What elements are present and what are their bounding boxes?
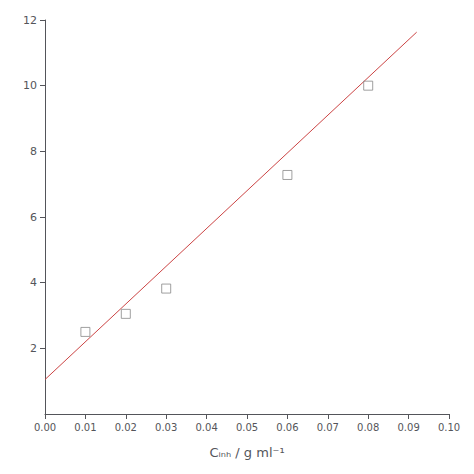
svg-text:0.02: 0.02 [115,422,137,433]
svg-text:0.09: 0.09 [397,422,419,433]
svg-text:0.03: 0.03 [155,422,177,433]
svg-text:10: 10 [23,79,37,92]
svg-text:0.08: 0.08 [357,422,379,433]
svg-text:0.01: 0.01 [74,422,96,433]
svg-text:8: 8 [30,145,37,158]
svg-text:6: 6 [30,211,37,224]
svg-text:0.04: 0.04 [195,422,217,433]
svg-text:0.07: 0.07 [317,422,339,433]
svg-text:0.05: 0.05 [236,422,258,433]
svg-text:0.10: 0.10 [438,422,460,433]
svg-text:Cᵢₙₕ / g ml⁻¹: Cᵢₙₕ / g ml⁻¹ [209,445,284,460]
svg-text:0.00: 0.00 [34,422,56,433]
svg-text:4: 4 [30,276,37,289]
svg-text:12: 12 [23,14,37,27]
svg-text:2: 2 [30,342,37,355]
svg-text:0.06: 0.06 [276,422,298,433]
